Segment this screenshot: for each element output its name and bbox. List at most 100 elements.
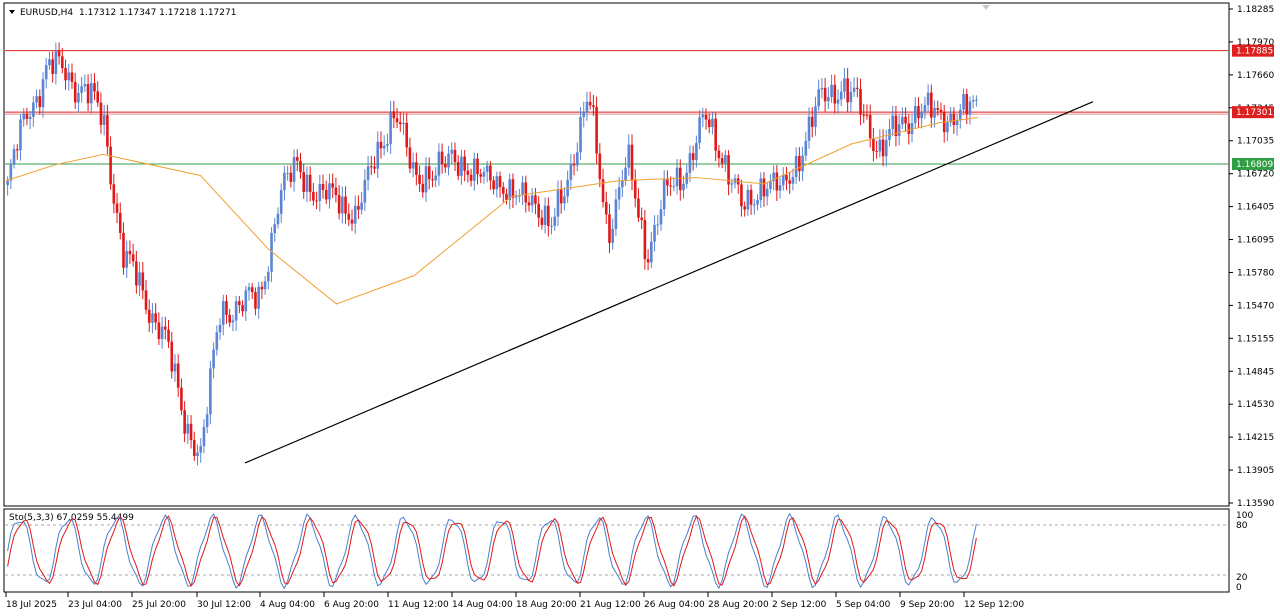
candle-body (933, 108, 936, 118)
time-label: 9 Sep 20:00 (900, 600, 955, 610)
candle-body (521, 182, 524, 196)
candle-body (9, 163, 13, 181)
candle-body (118, 212, 122, 233)
candle-body (366, 166, 370, 180)
candle-body (44, 65, 48, 80)
candle-body (849, 91, 853, 103)
candle-body (946, 122, 949, 133)
candle-body (379, 141, 383, 149)
stochastic-main-line (7, 512, 977, 590)
candle-body (19, 119, 22, 151)
candle-body (424, 166, 428, 193)
candle-body (926, 92, 930, 106)
candle-body (302, 172, 306, 192)
candle-body (64, 68, 67, 81)
candle-body (427, 166, 431, 180)
candle-body (186, 423, 190, 434)
candle-body (894, 115, 898, 137)
candle-body (939, 109, 943, 113)
stoch-level-20-label: 20 (1236, 573, 1248, 583)
candle-body (807, 116, 811, 141)
candle-body (672, 186, 676, 188)
candle-body (852, 87, 856, 92)
candle-body (498, 176, 502, 188)
candle-body (794, 155, 798, 178)
candle-body (469, 174, 473, 181)
candle-body (659, 209, 663, 225)
candle-body (682, 183, 685, 191)
candle-body (215, 332, 219, 350)
candle-body (656, 224, 660, 226)
level-price-labels: 1.17885 1.17301 1.16809 (1232, 44, 1274, 170)
candle-body (791, 177, 795, 184)
candle-body (38, 96, 42, 108)
candle-body (601, 179, 605, 203)
horizontal-levels[interactable] (5, 50, 1228, 165)
time-label: 25 Jul 20:00 (132, 600, 186, 610)
ohlc-readout: 1.17312 1.17347 1.17218 1.17271 (79, 8, 236, 18)
candle-body (86, 84, 90, 104)
candle-body (12, 149, 16, 164)
candle-body (466, 170, 470, 175)
candle-body (131, 254, 135, 262)
candle-body (730, 183, 734, 185)
candle-body (772, 172, 775, 182)
price-tick-label: 1.17970 (1237, 38, 1274, 48)
candle-body (575, 152, 579, 166)
candle-body (955, 120, 959, 126)
candle-body (209, 368, 212, 415)
candle-body (839, 91, 843, 100)
candle-body (801, 155, 804, 172)
candle-body (485, 165, 489, 172)
candle-body (479, 174, 483, 177)
candle-body (588, 101, 592, 106)
candle-body (324, 189, 328, 200)
candle-body (196, 452, 199, 457)
level-price-text: 1.17885 (1236, 47, 1273, 57)
candle-body (370, 166, 373, 168)
candle-body (192, 440, 196, 457)
candle-body (115, 203, 119, 213)
candle-body (234, 301, 238, 321)
candle-body (875, 151, 878, 153)
candle-body (492, 180, 495, 190)
candle-body (398, 122, 402, 125)
candle-body (904, 116, 907, 124)
candle-body (279, 190, 283, 214)
candle-body (373, 166, 376, 169)
candle-body (241, 305, 244, 312)
candle-body (901, 116, 904, 125)
candle-body (128, 251, 132, 255)
price-tick-label: 1.13905 (1237, 466, 1274, 476)
candle-body (669, 185, 672, 187)
candle-body (295, 157, 299, 161)
shift-marker-icon[interactable] (982, 5, 990, 10)
candle-body (646, 259, 650, 263)
candle-body (308, 174, 312, 192)
time-label: 28 Aug 20:00 (708, 600, 769, 610)
candle-body (147, 309, 151, 323)
candle-body (164, 326, 167, 330)
candle-body (778, 185, 782, 191)
candle-body (173, 363, 177, 372)
candle-body (743, 206, 746, 210)
candle-body (714, 118, 717, 151)
candle-body (254, 292, 257, 309)
candle-body (96, 91, 100, 103)
candle-body (862, 114, 866, 116)
candle-body (357, 205, 360, 210)
candle-body (77, 92, 80, 103)
candle-body (489, 165, 492, 181)
time-label: 2 Sep 12:00 (772, 600, 827, 610)
candle-body (392, 111, 396, 119)
candle-body (431, 179, 434, 181)
candle-body (501, 187, 505, 194)
candle-body (315, 200, 318, 202)
candle-body (563, 196, 566, 204)
candle-body (376, 141, 380, 169)
ascending-trendline[interactable] (244, 101, 1094, 464)
dropdown-arrow-icon[interactable] (9, 10, 15, 14)
candle-body (22, 113, 26, 120)
candle-body (276, 213, 280, 225)
